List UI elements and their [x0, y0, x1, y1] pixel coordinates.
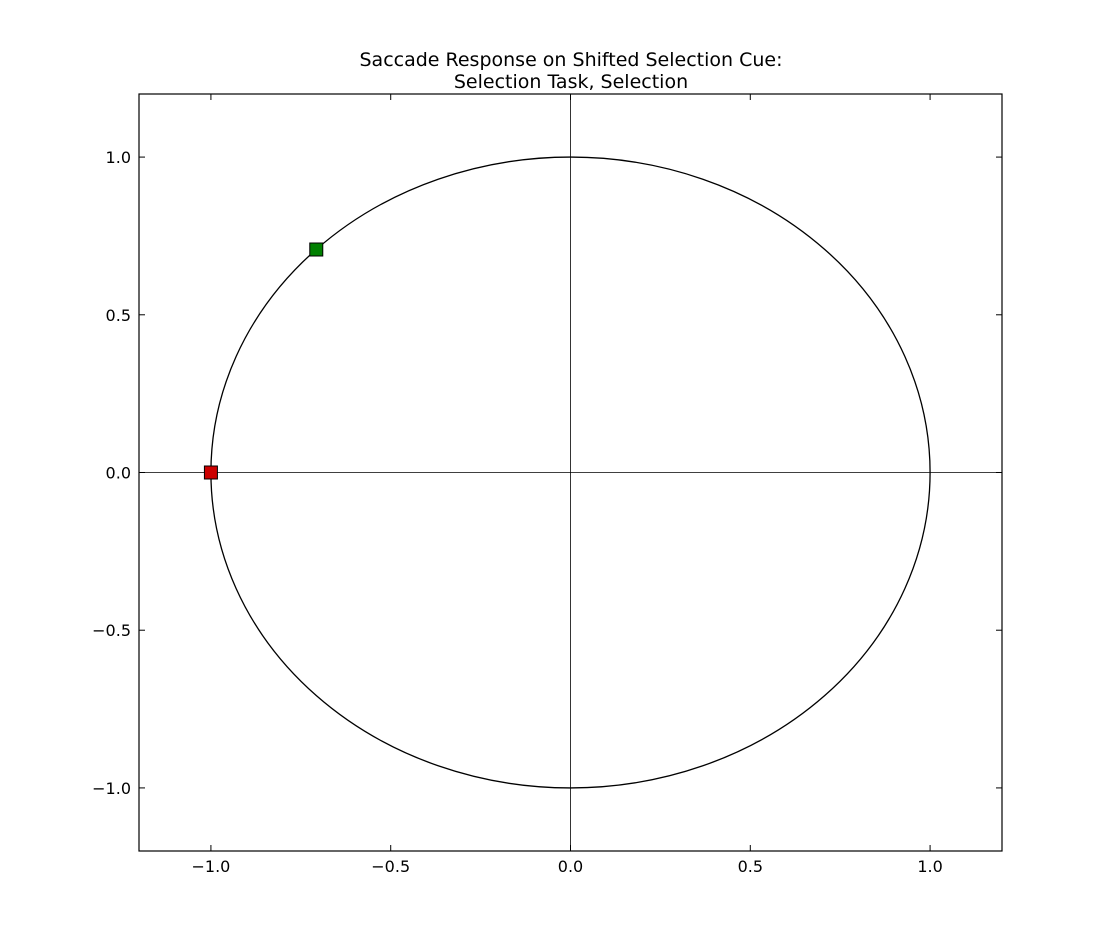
chart-title-line-2: Selection Task, Selection [454, 71, 688, 93]
y-tick-label: −1.0 [92, 779, 131, 798]
y-tick-label: 0.0 [106, 464, 131, 483]
y-tick-label: 1.0 [106, 148, 131, 167]
x-tick-label: 1.0 [917, 857, 942, 876]
x-tick-label: −1.0 [191, 857, 230, 876]
plot-area: −1.0 −0.5 0.0 0.5 1.0 −1.0 −0.5 0.0 0.5 1.0 [92, 93, 1003, 876]
y-tick-label: −0.5 [92, 621, 131, 640]
x-tick-label: 0.5 [738, 857, 763, 876]
y-tick-label: 0.5 [106, 306, 131, 325]
x-tick-label: −0.5 [371, 857, 410, 876]
data-point [203, 465, 218, 480]
x-tick-label: 0.0 [558, 857, 583, 876]
chart-title-line-1: Saccade Response on Shifted Selection Cu… [359, 49, 782, 71]
data-point [309, 242, 324, 257]
